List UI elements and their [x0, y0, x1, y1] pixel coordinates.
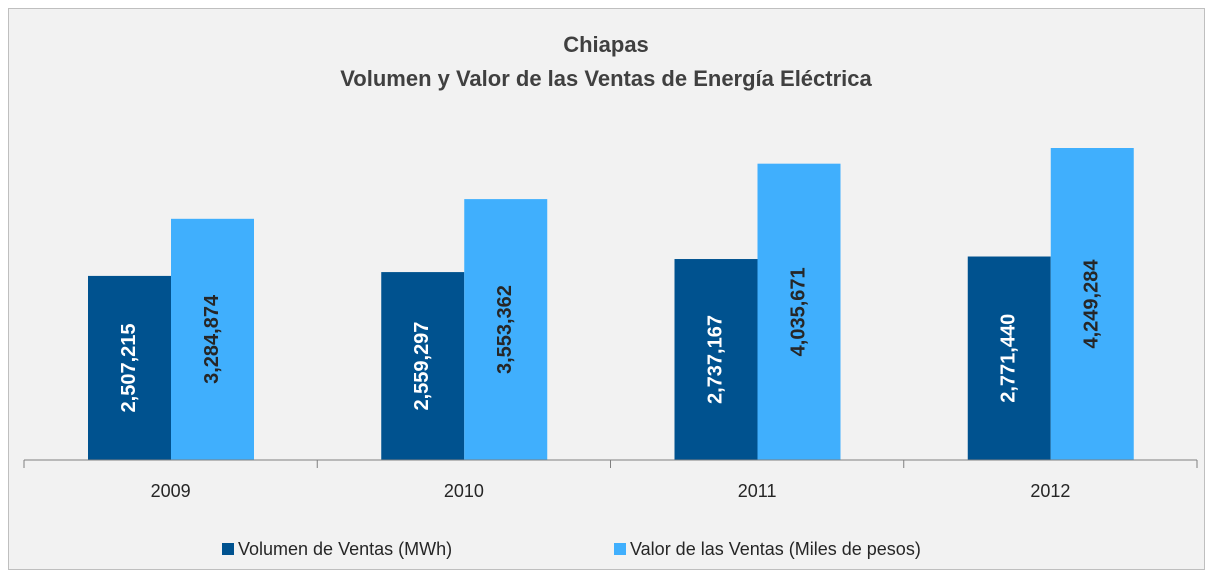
legend-swatch: [222, 543, 234, 555]
legend-label: Volumen de Ventas (MWh): [238, 539, 452, 559]
data-label: 2,507,215: [118, 323, 140, 412]
x-tick-label: 2011: [738, 481, 777, 501]
chart-title: Chiapas: [563, 32, 649, 57]
data-label: 3,284,874: [201, 294, 223, 384]
bar: [464, 199, 548, 460]
bar: [674, 259, 758, 460]
legend-swatch: [614, 543, 626, 555]
legend-label: Valor de las Ventas (Miles de pesos): [630, 539, 921, 559]
chart-subtitle: Volumen y Valor de las Ventas de Energía…: [340, 66, 872, 91]
bar: [1050, 148, 1134, 460]
x-tick-label: 2009: [151, 481, 191, 501]
data-label: 4,249,284: [1081, 259, 1103, 349]
data-label: 2,771,440: [998, 314, 1020, 403]
x-tick-label: 2012: [1030, 481, 1070, 501]
bar: [757, 163, 841, 460]
bar: [967, 256, 1051, 460]
bar: [381, 272, 465, 460]
bar: [88, 275, 171, 460]
data-label: 2,737,167: [704, 315, 726, 404]
bar: [171, 218, 254, 460]
x-tick-label: 2010: [444, 481, 484, 501]
data-label: 4,035,671: [787, 267, 809, 356]
data-label: 3,553,362: [494, 285, 516, 374]
data-label: 2,559,297: [411, 322, 433, 411]
